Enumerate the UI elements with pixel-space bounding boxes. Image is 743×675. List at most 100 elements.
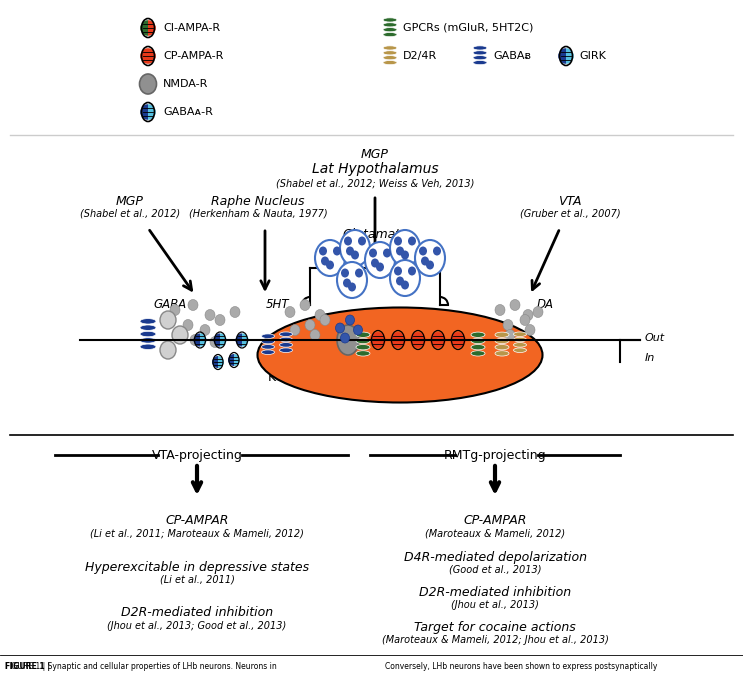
Ellipse shape	[140, 344, 156, 350]
Ellipse shape	[365, 242, 395, 278]
Text: CP-AMPA-R: CP-AMPA-R	[163, 51, 224, 61]
Wedge shape	[140, 20, 148, 36]
Wedge shape	[370, 332, 378, 348]
Ellipse shape	[383, 28, 397, 32]
Text: NMDA-R: NMDA-R	[163, 79, 208, 89]
Ellipse shape	[300, 300, 310, 310]
Ellipse shape	[336, 323, 345, 333]
Wedge shape	[200, 333, 207, 346]
Text: Hyperexcitable in depressive states: Hyperexcitable in depressive states	[85, 560, 309, 574]
Wedge shape	[193, 333, 200, 346]
Text: GIRK: GIRK	[579, 51, 606, 61]
Ellipse shape	[355, 269, 363, 277]
Ellipse shape	[354, 325, 363, 335]
Ellipse shape	[200, 325, 210, 335]
Text: Raphe Nucleus: Raphe Nucleus	[211, 195, 305, 208]
Text: K$^+$: K$^+$	[267, 370, 285, 385]
Ellipse shape	[262, 334, 274, 338]
Text: CI-AMPA-R: CI-AMPA-R	[163, 23, 220, 33]
Wedge shape	[410, 332, 418, 348]
Text: VTA-projecting: VTA-projecting	[152, 448, 242, 462]
Ellipse shape	[356, 344, 370, 350]
Text: (Shabel et al., 2012; Weiss & Veh, 2013): (Shabel et al., 2012; Weiss & Veh, 2013)	[276, 178, 474, 188]
Ellipse shape	[495, 304, 505, 315]
Ellipse shape	[383, 46, 397, 50]
Ellipse shape	[471, 344, 485, 350]
Ellipse shape	[348, 283, 356, 292]
Ellipse shape	[358, 236, 366, 246]
Wedge shape	[148, 48, 156, 64]
Ellipse shape	[351, 250, 359, 259]
Ellipse shape	[140, 74, 157, 94]
Ellipse shape	[473, 61, 487, 65]
Ellipse shape	[426, 261, 434, 269]
Text: MGP: MGP	[361, 148, 389, 161]
Ellipse shape	[337, 325, 359, 355]
Ellipse shape	[315, 310, 325, 321]
Ellipse shape	[383, 32, 397, 36]
Ellipse shape	[473, 51, 487, 55]
Ellipse shape	[523, 310, 533, 321]
Text: GABAᴃ: GABAᴃ	[493, 51, 531, 61]
Wedge shape	[213, 333, 220, 346]
Text: (Herkenham & Nauta, 1977): (Herkenham & Nauta, 1977)	[189, 209, 328, 219]
Ellipse shape	[421, 256, 429, 265]
Wedge shape	[228, 354, 234, 366]
Wedge shape	[242, 333, 249, 346]
Ellipse shape	[285, 306, 295, 317]
Ellipse shape	[513, 348, 527, 352]
Ellipse shape	[305, 319, 315, 331]
Ellipse shape	[513, 343, 527, 347]
Text: D4R-mediated depolarization: D4R-mediated depolarization	[403, 551, 586, 564]
Ellipse shape	[495, 338, 509, 344]
Wedge shape	[450, 332, 458, 348]
Ellipse shape	[321, 256, 329, 265]
Ellipse shape	[513, 338, 527, 342]
Ellipse shape	[356, 332, 370, 338]
Ellipse shape	[262, 350, 274, 354]
Ellipse shape	[341, 269, 349, 277]
Wedge shape	[378, 332, 386, 348]
Ellipse shape	[401, 250, 409, 259]
Wedge shape	[566, 48, 574, 64]
Text: (Jhou et al., 2013): (Jhou et al., 2013)	[451, 600, 539, 610]
Text: CP-AMPAR: CP-AMPAR	[464, 514, 527, 526]
Ellipse shape	[394, 236, 402, 246]
Ellipse shape	[471, 351, 485, 356]
Ellipse shape	[503, 319, 513, 331]
Ellipse shape	[343, 279, 351, 288]
Ellipse shape	[383, 18, 397, 22]
Text: GABA: GABA	[154, 298, 186, 311]
Text: Conversely, LHb neurons have been shown to express postsynaptically: Conversely, LHb neurons have been shown …	[385, 662, 658, 671]
Ellipse shape	[262, 340, 274, 344]
Wedge shape	[430, 332, 438, 348]
Wedge shape	[234, 354, 240, 366]
Text: GABAᴀ-R: GABAᴀ-R	[163, 107, 213, 117]
Ellipse shape	[383, 51, 397, 55]
Ellipse shape	[471, 338, 485, 344]
Ellipse shape	[172, 326, 188, 344]
Ellipse shape	[408, 267, 416, 275]
Ellipse shape	[473, 55, 487, 60]
Ellipse shape	[183, 319, 193, 331]
Wedge shape	[220, 333, 227, 346]
Ellipse shape	[190, 335, 200, 346]
Ellipse shape	[408, 236, 416, 246]
Wedge shape	[458, 332, 466, 348]
Ellipse shape	[383, 23, 397, 27]
Ellipse shape	[320, 315, 330, 325]
Ellipse shape	[495, 332, 509, 338]
Ellipse shape	[279, 332, 293, 336]
Ellipse shape	[383, 248, 391, 257]
Ellipse shape	[140, 331, 156, 337]
Text: (Maroteaux & Mameli, 2012): (Maroteaux & Mameli, 2012)	[425, 528, 565, 538]
Text: Lat Hypothalamus: Lat Hypothalamus	[311, 162, 438, 176]
Wedge shape	[398, 332, 406, 348]
Ellipse shape	[258, 308, 542, 402]
Ellipse shape	[345, 315, 354, 325]
Ellipse shape	[510, 300, 520, 310]
Ellipse shape	[390, 260, 420, 296]
Text: CP-AMPAR: CP-AMPAR	[165, 514, 229, 526]
Ellipse shape	[433, 246, 441, 256]
Ellipse shape	[279, 348, 293, 352]
